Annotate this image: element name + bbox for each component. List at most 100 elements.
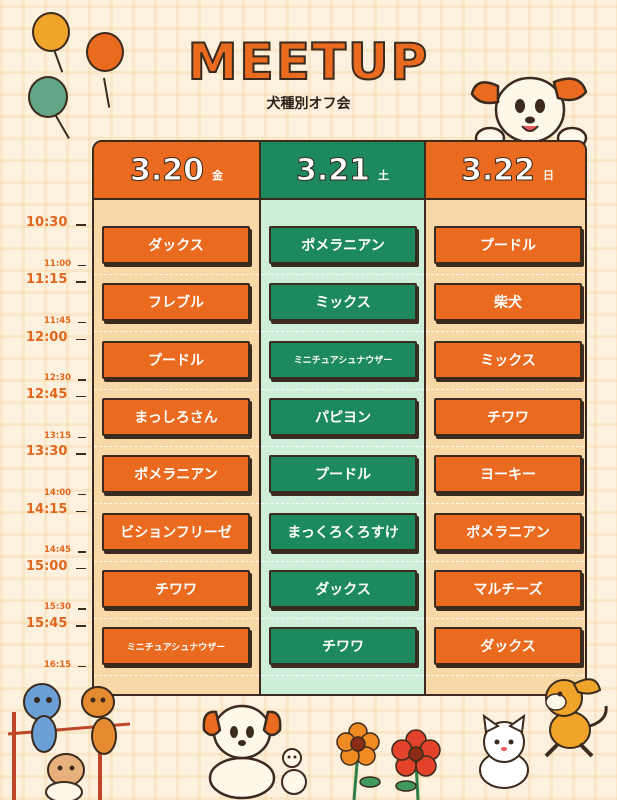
slot-label: プードル: [315, 467, 371, 484]
time-tick: [78, 264, 86, 267]
row-divider: [426, 274, 585, 275]
slot-button[interactable]: ヨーキー: [434, 455, 582, 494]
row-divider: [94, 617, 259, 619]
time-label-minor: 14:00: [44, 487, 72, 498]
slot-label: チワワ: [322, 639, 364, 656]
day-date: 3.22: [460, 152, 536, 188]
time-label-major: 13:30: [26, 444, 68, 460]
row-divider: [94, 388, 259, 390]
row-divider: [261, 675, 424, 677]
slot-label: ミックス: [480, 352, 536, 369]
time-tick: [76, 567, 86, 570]
slot-button[interactable]: パピヨン: [269, 397, 417, 436]
row-divider: [426, 560, 585, 562]
time-tick: [76, 625, 86, 627]
day-column: 3.22 日プードル柴犬ミックスチワワヨーキーポメラニアン マルチーズダックス: [424, 142, 585, 694]
slot-button[interactable]: チワワ: [102, 569, 250, 608]
slot-button[interactable]: フレブル: [102, 283, 250, 322]
slot-label: まっくろくろすけ: [287, 524, 399, 541]
slot-label: パピヨン: [315, 409, 371, 426]
flowers-icon: [336, 722, 441, 800]
time-label-major: 11:15: [26, 272, 68, 288]
slot-button[interactable]: プードル: [102, 340, 250, 379]
time-label-major: 15:00: [26, 558, 68, 574]
slot-label: プードル: [148, 352, 204, 369]
cat-icon: [479, 713, 529, 789]
day-date: 3.21: [295, 152, 371, 188]
page-subtitle: 犬種別オフ会: [266, 96, 351, 112]
slot-button[interactable]: ダックス: [102, 226, 250, 264]
slot-button[interactable]: ポメラニアン: [269, 226, 417, 264]
puppy-sitting-icon: [202, 704, 307, 800]
day-date: 3.20: [129, 152, 205, 188]
day-header: 3.20 金: [94, 142, 259, 200]
day-of-week: 土: [378, 169, 390, 182]
slot-label: ポメラニアン: [466, 524, 550, 541]
slot-label: ビションフリーゼ: [120, 524, 232, 541]
time-label-minor: 12:30: [44, 373, 72, 384]
slot-button[interactable]: ミニチュアシュナウザー: [269, 340, 417, 379]
time-tick: [78, 551, 86, 553]
slot-label: プードル: [480, 238, 536, 254]
slot-button[interactable]: ビションフリーゼ: [102, 512, 250, 551]
slot-button[interactable]: ミックス: [269, 283, 417, 322]
row-divider: [94, 675, 259, 677]
slot-button[interactable]: ミニチュアシュナウザー: [102, 627, 250, 666]
timetable: 3.20 金ダックス フレブル プードル まっしろさん ポメラニアン ビションフリーゼ チワワ…: [92, 140, 587, 696]
time-tick: [76, 338, 86, 341]
time-tick: [78, 608, 86, 610]
time-label-minor: 15:30: [44, 602, 72, 613]
row-divider: [261, 331, 424, 333]
time-label-minor: 13:15: [44, 430, 72, 441]
time-label-major: 12:45: [26, 386, 68, 402]
time-tick: [78, 665, 86, 668]
row-divider: [94, 331, 259, 333]
slot-button[interactable]: まっしろさん: [102, 397, 250, 436]
slot-button[interactable]: 柴犬: [434, 283, 582, 322]
slot-button[interactable]: ダックス: [434, 627, 582, 666]
slot-button[interactable]: プードル: [434, 226, 582, 264]
slot-label: ダックス: [148, 238, 204, 254]
time-tick: [76, 224, 86, 226]
balloons-icon: [0, 0, 124, 140]
day-header: 3.22 日: [426, 142, 585, 200]
slot-button[interactable]: プードル: [269, 455, 417, 494]
row-divider: [426, 503, 585, 505]
slot-button[interactable]: チワワ: [434, 397, 582, 436]
row-divider: [94, 274, 259, 275]
time-label-minor: 11:00: [44, 258, 72, 269]
time-tick: [76, 281, 86, 283]
slot-label: ミニチュアシュナウザー: [293, 356, 393, 367]
time-tick: [78, 493, 86, 496]
slot-button[interactable]: マルチーズ: [434, 569, 582, 608]
row-divider: [261, 388, 424, 390]
row-divider: [426, 675, 585, 677]
row-divider: [94, 560, 259, 562]
slot-label: チワワ: [155, 581, 197, 598]
time-label-major: 12:00: [26, 329, 68, 345]
slot-label: ヨーキー: [480, 467, 536, 484]
time-tick: [78, 321, 86, 324]
slot-label: ミックス: [315, 295, 371, 312]
puppy-peeking-icon: [470, 76, 588, 150]
slot-label: まっしろさん: [134, 409, 218, 426]
time-label-minor: 14:45: [44, 545, 72, 556]
slot-label: マルチーズ: [473, 581, 543, 598]
day-of-week: 金: [212, 169, 224, 182]
time-tick: [76, 453, 86, 455]
slot-label: チワワ: [487, 409, 529, 426]
row-divider: [261, 617, 424, 619]
time-tick: [76, 395, 86, 398]
slot-button[interactable]: ポメラニアン: [102, 455, 250, 494]
slot-button[interactable]: まっくろくろすけ: [269, 512, 417, 551]
day-of-week: 日: [543, 169, 555, 182]
page-title: MEETUP: [187, 33, 430, 91]
slot-label: ポメラニアン: [301, 238, 385, 254]
row-divider: [261, 445, 424, 447]
slot-button[interactable]: チワワ: [269, 627, 417, 666]
slot-button[interactable]: ポメラニアン: [434, 512, 582, 551]
slot-button[interactable]: ダックス: [269, 569, 417, 608]
row-divider: [426, 617, 585, 619]
slot-label: フレブル: [148, 295, 204, 312]
slot-button[interactable]: ミックス: [434, 340, 582, 379]
